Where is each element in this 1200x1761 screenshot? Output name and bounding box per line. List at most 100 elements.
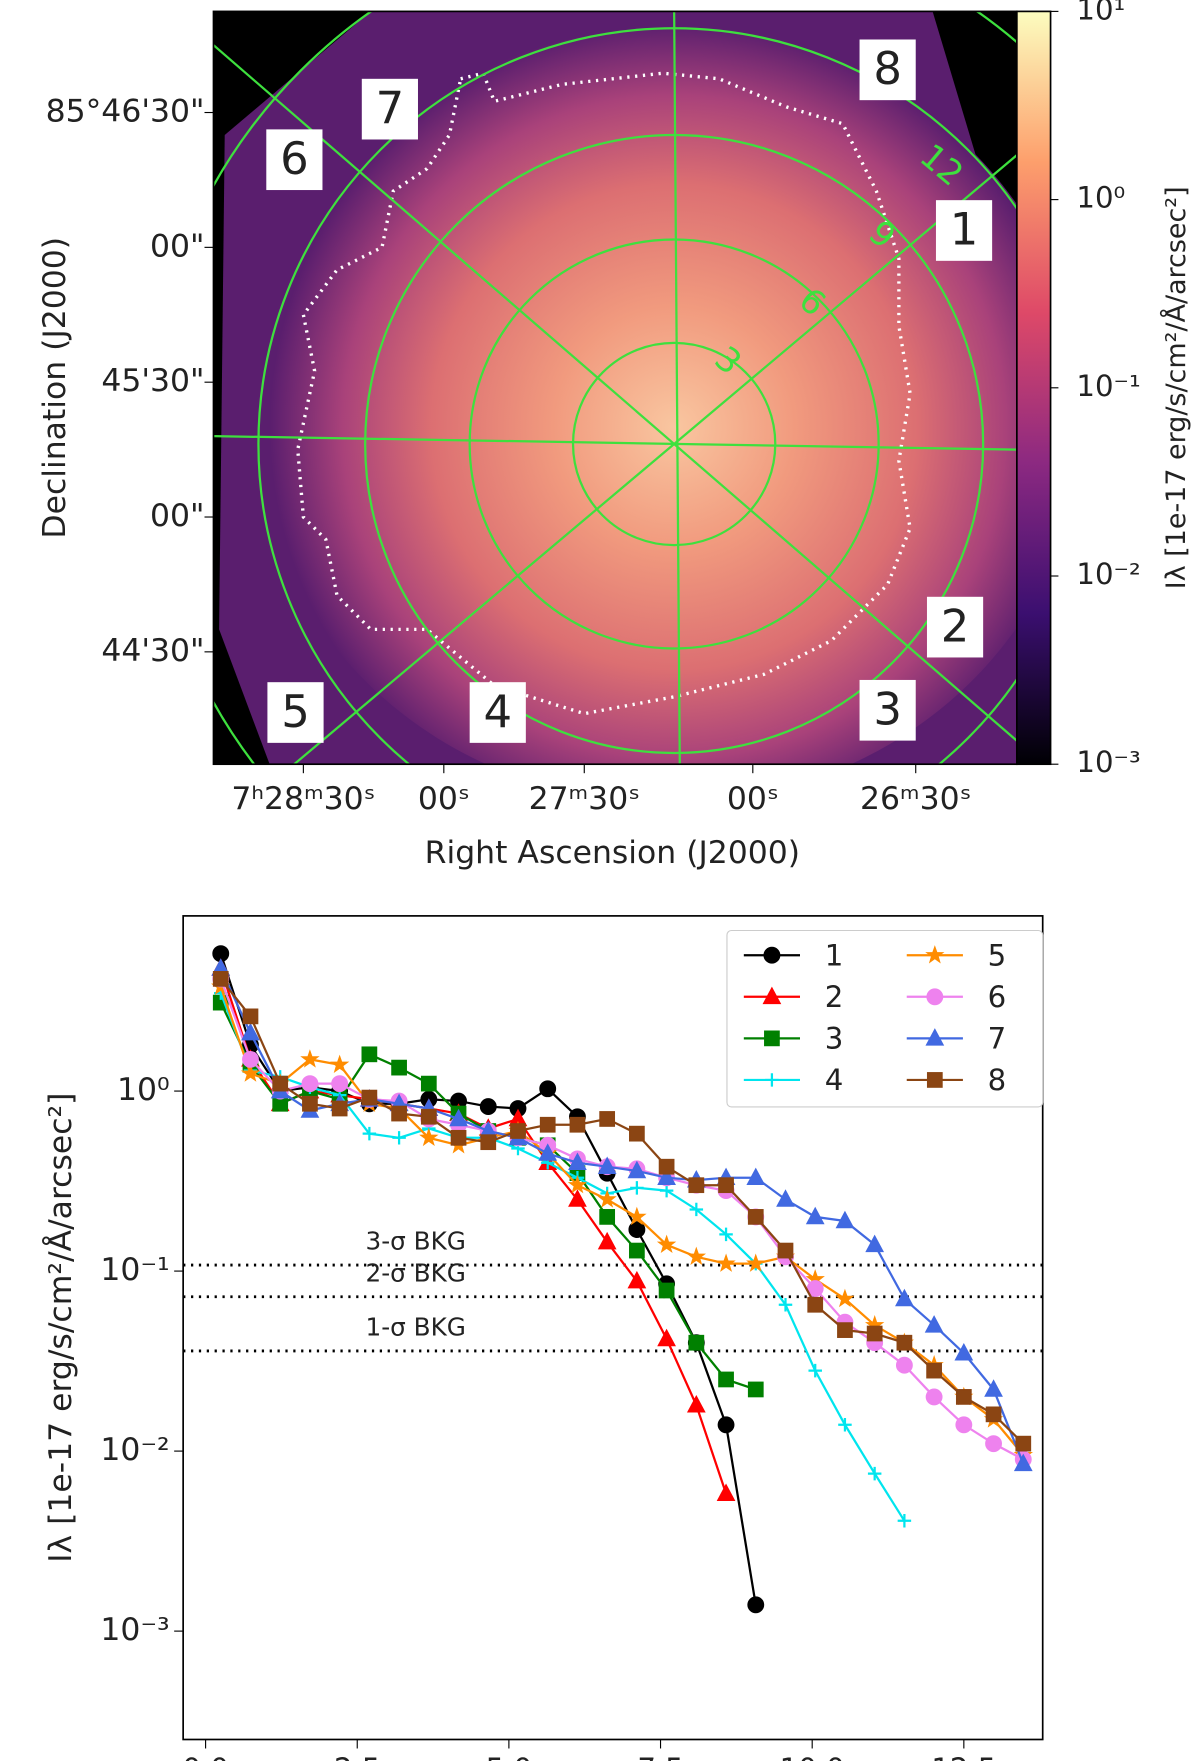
point [926, 988, 944, 1006]
region-box [935, 200, 993, 261]
point [746, 1167, 766, 1186]
point [955, 1416, 973, 1434]
point [895, 1356, 913, 1374]
point [538, 1143, 558, 1161]
point [331, 1075, 349, 1093]
x-tick-label: 7ʰ28ᵐ30ˢ [231, 781, 375, 817]
point [657, 1167, 676, 1186]
x-tick-label: 00ˢ [418, 781, 470, 817]
point [926, 1072, 943, 1088]
point [747, 1209, 764, 1225]
point [241, 1022, 260, 1041]
point [330, 1054, 350, 1074]
series [212, 971, 1032, 1452]
point [627, 1270, 647, 1289]
point [895, 1288, 914, 1307]
series-line [219, 953, 757, 1605]
region-box [361, 78, 418, 140]
point [449, 1108, 468, 1127]
point [539, 1080, 557, 1098]
point [567, 1175, 588, 1194]
legend-label: 8 [988, 1063, 1007, 1097]
point [985, 1435, 1002, 1453]
point [480, 1134, 497, 1151]
colorbar [1016, 10, 1052, 766]
y-tick-label: 44'30" [101, 633, 204, 669]
point [688, 1334, 705, 1351]
point [597, 1189, 617, 1208]
region-label: 5 [281, 685, 310, 738]
point [510, 1123, 526, 1139]
point [716, 1253, 736, 1272]
region-box [469, 682, 526, 743]
series-line [219, 968, 1025, 1465]
series-line [219, 986, 1025, 1456]
point [391, 1105, 407, 1122]
ring [571, 341, 777, 547]
point [656, 1234, 677, 1254]
point [747, 1381, 764, 1398]
contour [296, 71, 912, 716]
region-label: 1 [950, 203, 979, 256]
y-tick-label: 10⁰ [117, 1072, 170, 1108]
x-tick-label: 7.5 [637, 1752, 683, 1761]
point [539, 1116, 556, 1133]
point [628, 1221, 646, 1239]
background-label: 3-σ BKG [366, 1227, 466, 1256]
point [778, 1298, 793, 1312]
point [777, 1242, 794, 1259]
y-tick-label: 00" [150, 228, 205, 264]
colorbar-tick-label: 10⁻³ [1076, 745, 1140, 779]
x-tick-label: 27ᵐ30ˢ [529, 781, 640, 817]
point [805, 1206, 825, 1225]
point [1015, 1435, 1032, 1452]
point [808, 1363, 822, 1378]
point [568, 1152, 587, 1171]
series-line [219, 968, 728, 1495]
y-tick-label: 10⁻² [100, 1432, 169, 1468]
point [897, 1514, 912, 1528]
point [361, 1089, 378, 1106]
point [926, 1362, 942, 1379]
point [479, 1098, 497, 1116]
point [719, 1227, 733, 1242]
point [765, 1073, 779, 1087]
point [597, 1156, 617, 1175]
legend-label: 5 [988, 938, 1007, 972]
point [419, 1127, 439, 1147]
point [776, 1189, 795, 1207]
colorbar-label: Iλ [1e-17 erg/s/cm²/Å/arcsec²] [1160, 186, 1192, 589]
point [658, 1282, 675, 1299]
point [627, 1160, 647, 1179]
region-box [267, 682, 324, 743]
point [657, 1328, 676, 1347]
point [627, 1206, 647, 1226]
region-box [926, 596, 984, 658]
galaxy [252, 28, 1017, 765]
point [242, 1050, 259, 1068]
point [629, 1125, 645, 1142]
plot-frame [182, 915, 1044, 1741]
colorbar-tick-label: 10⁻¹ [1076, 369, 1140, 403]
point [838, 1418, 852, 1432]
x-tick-label: 0.0 [182, 1752, 228, 1761]
point [597, 1231, 617, 1250]
series [212, 945, 765, 1614]
point [658, 1158, 675, 1175]
point [242, 1008, 259, 1025]
point [362, 1126, 377, 1141]
colorbar-tick-label: 10⁰ [1076, 181, 1125, 215]
region-label: 4 [483, 685, 512, 738]
point [716, 1483, 736, 1501]
x-tick-label: 5.0 [486, 1752, 532, 1761]
point [629, 1242, 645, 1259]
point [599, 1209, 616, 1225]
point [301, 1075, 319, 1093]
sky-image [213, 11, 1017, 765]
point [764, 1030, 780, 1047]
point [837, 1322, 853, 1338]
series [211, 958, 736, 1501]
point [420, 1075, 437, 1092]
legend-label: 7 [988, 1022, 1007, 1056]
